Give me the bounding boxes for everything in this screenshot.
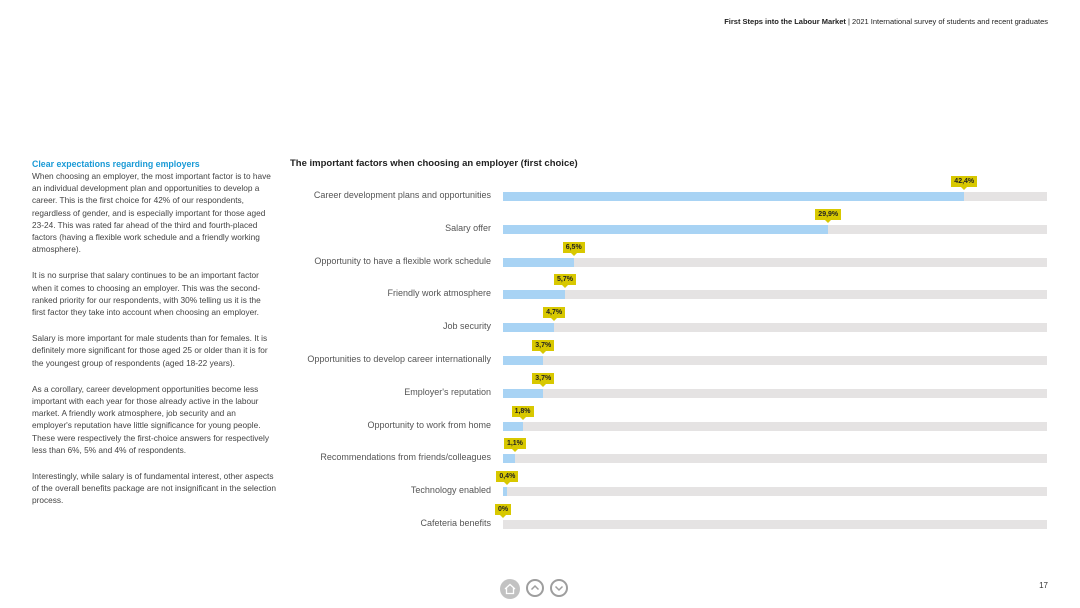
home-icon xyxy=(504,583,516,595)
category-label: Opportunity to have a flexible work sche… xyxy=(314,255,491,266)
category-label: Recommendations from friends/colleagues xyxy=(320,452,491,463)
sidebar-paragraph-5: Interestingly, while salary is of fundam… xyxy=(32,471,276,506)
bar-track xyxy=(503,290,1047,300)
bar-track xyxy=(503,356,1047,365)
sidebar-paragraph-2: It is no surprise that salary continues … xyxy=(32,270,261,318)
chevron-up-icon xyxy=(530,584,540,591)
data-label: 3,7% xyxy=(532,340,555,354)
bar xyxy=(503,487,508,497)
bar xyxy=(503,388,544,398)
bar xyxy=(503,421,523,431)
data-label: 6,5% xyxy=(562,241,585,256)
data-label: 42,4% xyxy=(951,176,978,190)
category-label: Opportunity to work from home xyxy=(367,419,491,430)
next-page-button[interactable] xyxy=(550,579,568,597)
data-label: 1,8% xyxy=(511,405,534,420)
data-label: 0,4% xyxy=(496,471,519,486)
sidebar-paragraph-4: As a corollary, career development oppor… xyxy=(32,383,270,455)
chart-title: The important factors when choosing an e… xyxy=(290,158,578,169)
bar xyxy=(503,257,574,267)
bar-track xyxy=(503,520,1047,529)
bar-track xyxy=(503,323,1047,333)
data-label: 3,7% xyxy=(532,372,555,387)
page-navigation xyxy=(500,579,568,599)
bar xyxy=(503,356,544,365)
home-button[interactable] xyxy=(500,579,520,599)
category-label: Career development plans and opportuniti… xyxy=(313,190,491,200)
document-header: First Steps into the Labour Market | 202… xyxy=(724,17,1048,26)
bar-track xyxy=(503,487,1047,497)
category-label: Employer's reputation xyxy=(404,386,491,397)
sidebar-heading: Clear expectations regarding employers xyxy=(32,159,200,169)
chevron-down-icon xyxy=(554,585,564,592)
data-label: 4,7% xyxy=(543,307,566,322)
data-label: 1,1% xyxy=(503,438,526,453)
bar-track xyxy=(503,192,1047,201)
bar xyxy=(503,192,965,201)
data-label: 0% xyxy=(495,504,512,518)
bar-track xyxy=(503,388,1047,398)
sidebar-text: Clear expectations regarding employers W… xyxy=(32,158,276,521)
bar xyxy=(503,224,829,234)
category-label: Job security xyxy=(442,321,491,332)
data-label: 5,7% xyxy=(554,274,576,289)
bar xyxy=(503,323,555,333)
category-label: Opportunities to develop career internat… xyxy=(307,354,491,364)
header-separator: | xyxy=(845,17,853,26)
data-label: 29,9% xyxy=(815,208,842,223)
category-label: Salary offer xyxy=(445,222,491,233)
header-title: First Steps into the Labour Market xyxy=(724,17,846,26)
bar xyxy=(503,290,566,300)
header-subtitle: 2021 International survey of students an… xyxy=(852,17,1048,26)
bar-track xyxy=(503,257,1047,267)
category-label: Cafeteria benefits xyxy=(420,518,491,528)
category-label: Friendly work atmosphere xyxy=(387,288,491,299)
bar-track xyxy=(503,454,1047,464)
sidebar-paragraph-1: When choosing an employer, the most impo… xyxy=(32,171,271,255)
bar xyxy=(503,454,515,464)
bar-track xyxy=(503,224,1047,234)
sidebar-paragraph-3: Salary is more important for male studen… xyxy=(32,333,268,368)
page-number: 17 xyxy=(1039,581,1048,590)
previous-page-button[interactable] xyxy=(526,579,544,597)
bar-track xyxy=(503,421,1047,431)
category-label: Technology enabled xyxy=(410,485,491,496)
